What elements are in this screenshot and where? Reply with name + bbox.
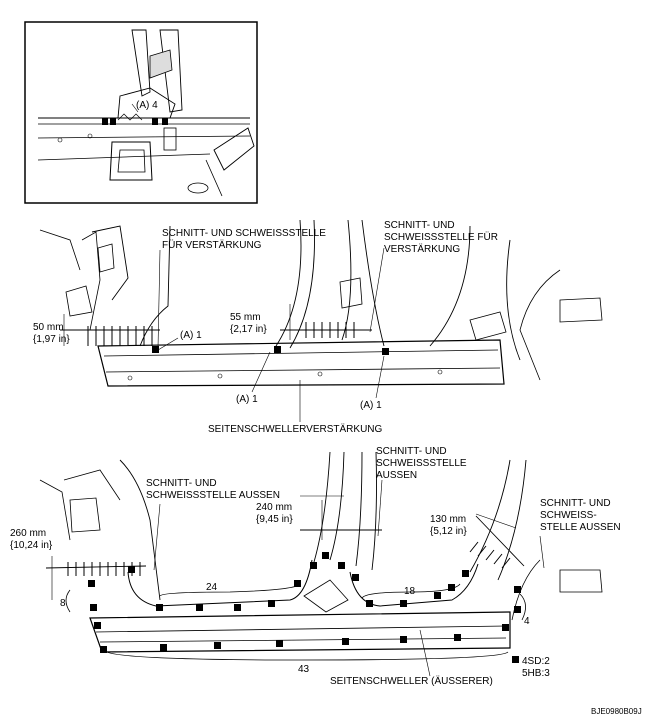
weld-mark	[152, 118, 158, 125]
svg-text:50 mm: 50 mm	[33, 322, 64, 333]
part-name-outer-sill: SEITENSCHWELLER (ÄUSSERER)	[330, 675, 493, 687]
weld-mark	[400, 600, 407, 607]
reinforcement-view: SCHNITT- UND SCHWEISSSTELLE FÜR VERSTÄRK…	[33, 219, 603, 435]
weld-mark	[94, 622, 101, 629]
weld-mark	[162, 118, 168, 125]
svg-text:FÜR VERSTÄRKUNG: FÜR VERSTÄRKUNG	[162, 239, 262, 251]
weld-mark	[434, 592, 441, 599]
legend-4sd: 4SD:2	[522, 656, 550, 667]
legend-weld-mark	[512, 656, 519, 663]
label-cut-weld-reinf-2: SCHNITT- UND SCHWEISSSTELLE FÜR VERSTÄRK…	[384, 220, 498, 255]
dimension-50mm: 50 mm {1,97 in}	[33, 322, 70, 345]
svg-text:130 mm: 130 mm	[430, 514, 466, 525]
weld-mark	[128, 566, 135, 573]
weld-count-43: 43	[298, 664, 310, 675]
weld-mark	[400, 636, 407, 643]
svg-text:SCHWEISSSTELLE FÜR: SCHWEISSSTELLE FÜR	[384, 231, 498, 243]
svg-text:SCHNITT- UND: SCHNITT- UND	[384, 220, 455, 231]
inset-callout-a4: (A) 4	[136, 100, 158, 111]
weld-mark	[196, 604, 203, 611]
weld-mark	[214, 642, 221, 649]
svg-text:SCHNITT- UND: SCHNITT- UND	[540, 498, 611, 509]
label-cut-weld-outer-2: SCHNITT- UND SCHWEISSSTELLE AUSSEN	[376, 446, 467, 481]
part-name-reinforcement: SEITENSCHWELLERVERSTÄRKUNG	[208, 423, 383, 435]
inset-panel: (A) 4	[24, 21, 258, 204]
weld-count-8: 8	[60, 598, 66, 609]
label-cut-weld-outer-1: SCHNITT- UND SCHWEISSSTELLE AUSSEN	[146, 478, 280, 501]
weld-mark	[502, 624, 509, 631]
weld-mark	[352, 574, 359, 581]
weld-mark	[160, 644, 167, 651]
svg-text:55 mm: 55 mm	[230, 312, 261, 323]
weld-mark	[88, 580, 95, 587]
weld-mark	[382, 348, 389, 355]
svg-text:AUSSEN: AUSSEN	[376, 470, 417, 481]
svg-text:{2,17 in}: {2,17 in}	[230, 324, 267, 335]
weld-mark	[338, 562, 345, 569]
weld-mark	[342, 638, 349, 645]
weld-mark	[90, 604, 97, 611]
weld-count-18: 18	[404, 586, 416, 597]
weld-mark	[448, 584, 455, 591]
svg-text:SCHWEISSSTELLE: SCHWEISSSTELLE	[376, 458, 467, 469]
weld-mark	[454, 634, 461, 641]
svg-text:{1,97 in}: {1,97 in}	[33, 334, 70, 345]
svg-text:SCHNITT- UND SCHWEISSSTELLE: SCHNITT- UND SCHWEISSSTELLE	[162, 228, 326, 239]
svg-text:VERSTÄRKUNG: VERSTÄRKUNG	[384, 243, 460, 255]
dimension-130mm: 130 mm {5,12 in}	[430, 514, 467, 537]
label-cut-weld-reinf-1: SCHNITT- UND SCHWEISSSTELLE FÜR VERSTÄRK…	[162, 228, 326, 251]
dimension-240mm: 240 mm {9,45 in}	[256, 502, 293, 525]
dimension-55mm: 55 mm {2,17 in}	[230, 312, 267, 335]
svg-text:240 mm: 240 mm	[256, 502, 292, 513]
weld-mark	[294, 580, 301, 587]
svg-text:260 mm: 260 mm	[10, 528, 46, 539]
callout-a1-top: (A) 1	[180, 330, 202, 341]
weld-mark	[514, 606, 521, 613]
callout-a1-left: (A) 1	[236, 394, 258, 405]
svg-text:SCHNITT- UND: SCHNITT- UND	[146, 478, 217, 489]
outer-sill-view: SCHNITT- UND SCHWEISSSTELLE AUSSEN SCHNI…	[10, 446, 621, 687]
weld-mark	[462, 570, 469, 577]
weld-mark	[514, 586, 521, 593]
svg-text:{5,12 in}: {5,12 in}	[430, 526, 467, 537]
svg-text:STELLE AUSSEN: STELLE AUSSEN	[540, 522, 621, 533]
svg-text:SCHWEISSSTELLE AUSSEN: SCHWEISSSTELLE AUSSEN	[146, 490, 280, 501]
weld-count-24: 24	[206, 582, 218, 593]
weld-mark	[274, 346, 281, 353]
weld-mark	[100, 646, 107, 653]
weld-mark	[276, 640, 283, 647]
weld-mark	[366, 600, 373, 607]
weld-mark	[310, 562, 317, 569]
weld-mark	[268, 600, 275, 607]
weld-mark	[322, 552, 329, 559]
weld-mark	[152, 346, 159, 353]
svg-text:{9,45 in}: {9,45 in}	[256, 514, 293, 525]
weld-mark	[110, 118, 116, 125]
label-cut-weld-outer-3: SCHNITT- UND SCHWEISS- STELLE AUSSEN	[540, 498, 621, 533]
weld-mark	[156, 604, 163, 611]
dimension-260mm: 260 mm {10,24 in}	[10, 528, 53, 551]
svg-text:SCHNITT- UND: SCHNITT- UND	[376, 446, 447, 457]
callout-a1-right: (A) 1	[360, 400, 382, 411]
weld-mark	[102, 118, 108, 125]
figure-code: BJE0980B09J	[591, 707, 642, 716]
svg-text:SCHWEISS-: SCHWEISS-	[540, 510, 597, 521]
legend-5hb: 5HB:3	[522, 668, 550, 679]
weld-mark	[234, 604, 241, 611]
svg-text:{10,24 in}: {10,24 in}	[10, 540, 53, 551]
weld-count-4: 4	[524, 616, 530, 627]
